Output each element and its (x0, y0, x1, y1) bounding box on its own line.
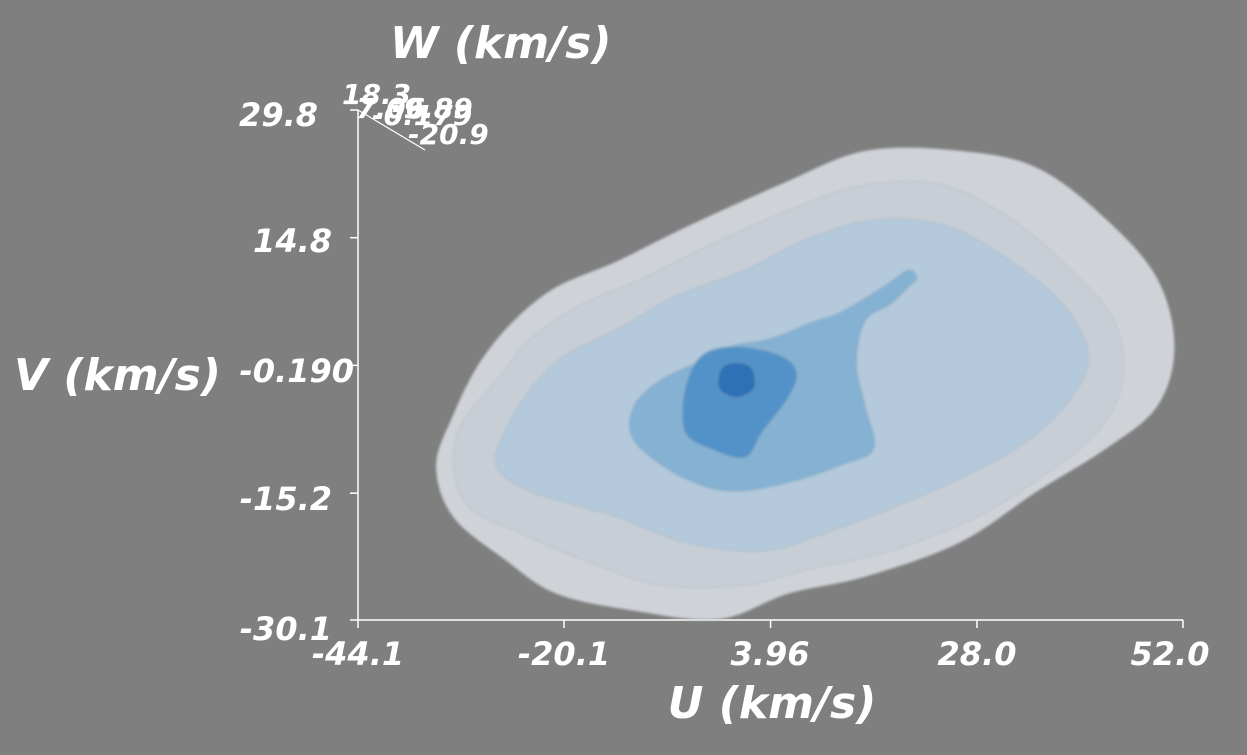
y-tick-marks (350, 109, 358, 621)
z-tick-label: -9.89 (392, 92, 473, 125)
y-tick-labels: -30.1 -15.2 -0.190 14.8 29.8 (239, 96, 354, 648)
x-tick-label: 52.0 (1131, 635, 1210, 673)
z-tick-label: -20.9 (408, 118, 489, 151)
isosurface-level-6 (717, 362, 756, 399)
z-axis-title: W (km/s) (390, 18, 611, 69)
z-axis-line (357, 109, 426, 151)
y-axis-title: V (km/s) (14, 350, 221, 401)
isosurface-layers (435, 147, 1175, 621)
x-tick-label: -44.1 (312, 635, 404, 673)
isosurface-level-5 (681, 346, 798, 459)
z-tick-label: 7.06 (356, 92, 425, 125)
y-tick-label: 14.8 (253, 222, 332, 260)
y-tick-label: -15.2 (240, 480, 332, 518)
y-tick-label: -30.1 (240, 610, 332, 648)
x-tick-marks (357, 620, 1184, 628)
y-tick-label: 29.8 (239, 96, 318, 134)
z-tick-label: -0.179 (372, 99, 472, 132)
z-tick-labels: 18.3 7.06 -0.179 -9.89 -20.9 (342, 78, 489, 151)
x-tick-labels: -44.1 -20.1 3.96 28.0 52.0 (312, 635, 1210, 673)
z-tick-label: 18.3 (342, 78, 411, 111)
x-tick-label: 3.96 (731, 635, 810, 673)
x-axis-title: U (km/s) (668, 678, 877, 729)
x-tick-label: -20.1 (518, 635, 610, 673)
x-tick-label: 28.0 (938, 635, 1017, 673)
y-tick-label: -0.190 (240, 352, 355, 390)
